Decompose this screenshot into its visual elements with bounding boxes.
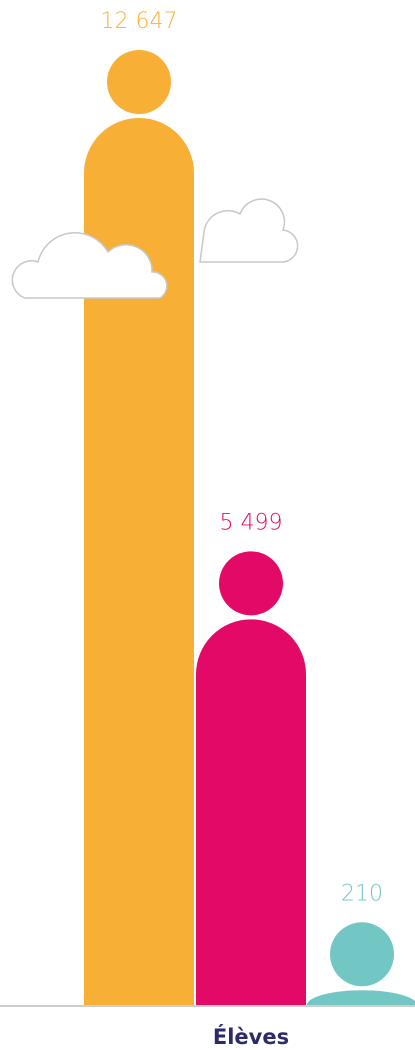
bars (84, 50, 415, 1005)
bar-body (307, 990, 415, 1005)
x-axis-label: Élèves (213, 1024, 289, 1049)
bar-head (219, 551, 283, 616)
value-label: 5 499 (220, 510, 283, 535)
bar-head (107, 50, 171, 114)
value-label: 210 (341, 881, 383, 906)
value-label: 12 647 (101, 9, 178, 34)
cloud (11, 232, 168, 299)
clouds (11, 198, 299, 299)
bar-head (330, 922, 394, 987)
cloud (199, 198, 299, 263)
bar-body (196, 619, 306, 1005)
bar-body (84, 118, 194, 1005)
